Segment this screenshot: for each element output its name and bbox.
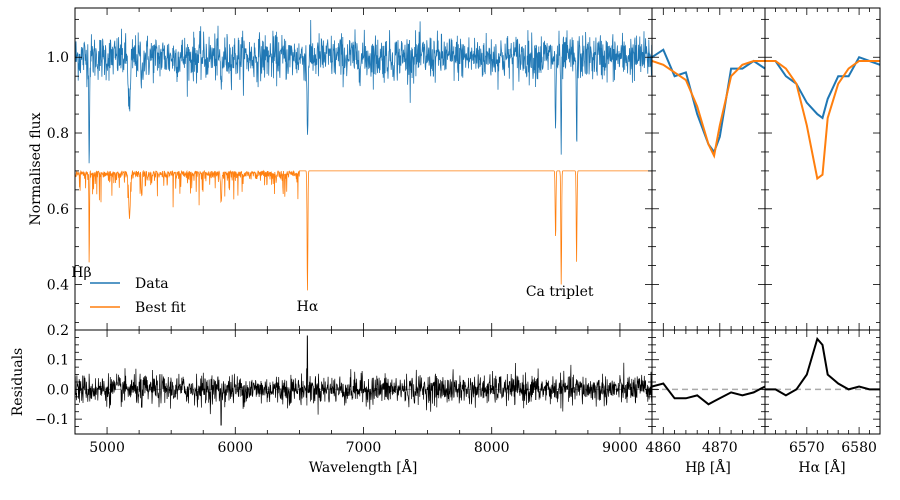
residuals-y-tick-label: 0.2 [47,323,69,339]
legend-label-data: Data [135,276,169,292]
legend: Data Best fit [90,276,186,316]
residuals-y-tick-label: −0.1 [35,412,69,428]
halpha-x-tick-label: 6570 [789,440,825,456]
halpha-annotation: Hα [297,299,319,315]
halpha-fit-line [765,60,880,181]
residuals-y-tick-label: 0.1 [47,353,69,369]
ca-triplet-annotation: Ca triplet [526,284,594,300]
y-tick-label: 0.4 [47,278,69,294]
axis-ticks [74,8,881,434]
x-tick-label: 6000 [217,440,253,456]
best-fit-spectrum-line [75,169,652,291]
hbeta-x-tick-label: 4870 [702,440,738,456]
hbeta-residuals-line [652,382,765,406]
y-tick-label: 0.8 [47,126,69,142]
x-tick-label: 7000 [346,440,382,456]
residuals-y-axis-label: Residuals [10,348,26,416]
x-tick-label: 9000 [602,440,638,456]
halpha-x-axis-label: Hα [Å] [798,458,845,476]
hbeta-x-tick-label: 4860 [645,440,681,456]
halpha-residuals-line [765,336,880,397]
x-tick-label: 8000 [474,440,510,456]
halpha-x-tick-label: 6580 [841,440,877,456]
x-tick-label: 5000 [89,440,125,456]
residuals-line [75,335,652,426]
residuals-y-tick-label: 0.0 [47,382,69,398]
hbeta-x-axis-label: Hβ [Å] [685,458,731,476]
y-tick-label: 0.6 [47,202,69,218]
y-tick-label: 1.0 [47,50,69,66]
halpha-data-line [765,55,880,120]
legend-label-best-fit: Best fit [135,300,186,316]
hbeta-data-line [652,48,765,155]
hbeta-axes-frame [651,7,766,331]
data-spectrum-line [75,19,652,164]
hbeta-annotation: Hβ [71,265,91,281]
hbeta-fit-line [652,60,765,159]
hbeta-residuals-axes-frame [651,329,766,435]
y-axis-label: Normalised flux [28,112,44,225]
x-axis-label: Wavelength [Å] [309,458,418,476]
